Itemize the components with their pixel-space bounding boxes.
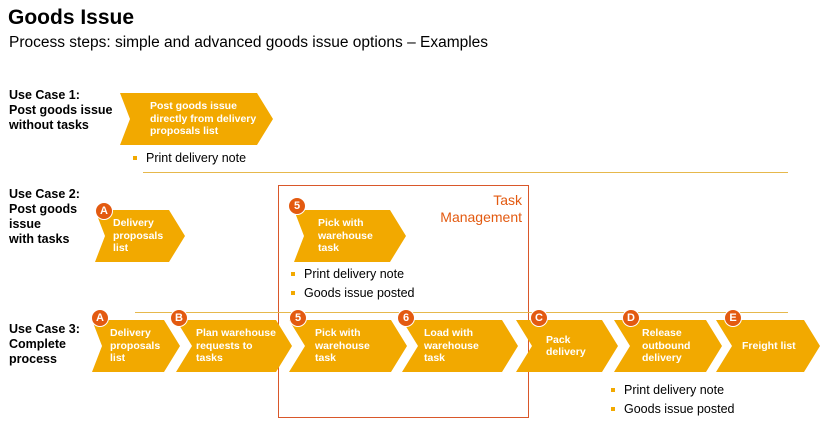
note-item: Print delivery note — [611, 381, 735, 400]
uc3-step-load-with-warehouse-task: Load with warehouse task — [402, 320, 518, 372]
uc3-step-plan-warehouse-requests: Plan warehouse requests to tasks — [176, 320, 292, 372]
divider-2 — [135, 312, 788, 313]
note-item: Goods issue posted — [611, 400, 735, 419]
use-case-3-label: Use Case 3: Complete process — [9, 322, 80, 366]
use-case-1-label: Use Case 1: Post goods issue without tas… — [9, 88, 113, 132]
uc3-step-pack-delivery: Pack delivery — [516, 320, 618, 372]
uc3-badge-a: A — [91, 309, 109, 327]
uc2-badge-5: 5 — [288, 197, 306, 215]
uc3-badge-6: 6 — [397, 309, 415, 327]
uc3-badge-c: C — [530, 309, 548, 327]
uc3-step-delivery-proposals: Delivery proposals list — [92, 320, 180, 372]
uc2-notes: Print delivery note Goods issue posted — [291, 265, 415, 303]
uc1-step-post-goods-issue: Post goods issue directly from delivery … — [120, 93, 273, 145]
uc3-step-release-outbound-delivery: Release outbound delivery — [614, 320, 722, 372]
uc3-badge-d: D — [622, 309, 640, 327]
uc3-badge-e: E — [724, 309, 742, 327]
note-item: Print delivery note — [291, 265, 415, 284]
divider-1 — [143, 172, 788, 173]
uc2-step-pick-with-warehouse-task: Pick with warehouse task — [294, 210, 406, 262]
uc2-step-delivery-proposals: Delivery proposals list — [95, 210, 185, 262]
page-subtitle: Process steps: simple and advanced goods… — [9, 34, 489, 51]
use-case-2-label: Use Case 2: Post goods issue with tasks — [9, 187, 80, 246]
page-title: Goods Issue — [8, 6, 135, 29]
uc3-badge-5: 5 — [289, 309, 307, 327]
note-item: Print delivery note — [133, 149, 246, 168]
uc1-notes: Print delivery note — [133, 149, 246, 168]
uc2-badge-a: A — [95, 202, 113, 220]
uc3-step-pick-with-warehouse-task: Pick with warehouse task — [289, 320, 407, 372]
uc3-notes: Print delivery note Goods issue posted — [611, 381, 735, 419]
uc3-step-freight-list: Freight list — [716, 320, 820, 372]
task-management-box: Task Management — [278, 185, 529, 418]
note-item: Goods issue posted — [291, 284, 415, 303]
uc3-badge-b: B — [170, 309, 188, 327]
task-management-label: Task Management — [440, 192, 522, 225]
